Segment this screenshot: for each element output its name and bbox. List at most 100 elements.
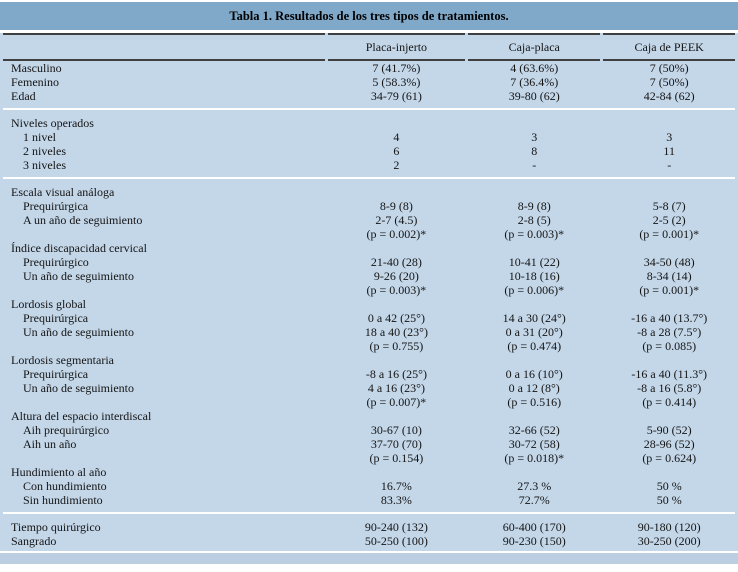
cell-value: 90-180 (120) <box>637 520 701 534</box>
section-divider <box>3 108 735 110</box>
cell-value: (p = 0.085) <box>642 339 697 353</box>
cell-value: 5-8 (7) <box>652 199 686 213</box>
cell-value <box>468 116 600 130</box>
column-header-caja-peek: Caja de PEEK <box>603 33 735 61</box>
p-value-row: (p = 0.007)* (p = 0.516) (p = 0.414) <box>3 395 735 409</box>
cell-value: (p = 0.003)* <box>366 283 427 297</box>
row-label: 1 nivel <box>23 130 56 144</box>
cell-value: 8 <box>531 144 538 158</box>
cell-value: 2 <box>393 158 400 172</box>
cell-value: 14 a 30 (24°) <box>502 311 566 325</box>
cell-value: 18 a 40 (23°) <box>364 325 428 339</box>
table-body-wrap: Placa-injerto Caja-placa Caja de PEEK Ma… <box>0 33 738 551</box>
cell-value: 4 <box>393 130 400 144</box>
cell-value: (p = 0.018)* <box>504 451 565 465</box>
cell-value <box>468 409 600 423</box>
cell-value: 2-7 (4.5) <box>375 213 418 227</box>
cell-value <box>468 297 600 311</box>
cell-value: 83.3% <box>380 493 412 507</box>
row-label <box>3 395 325 409</box>
cell-value: 10-41 (22) <box>508 255 560 269</box>
cell-value: 21-40 (28) <box>370 255 422 269</box>
results-table: Placa-injerto Caja-placa Caja de PEEK Ma… <box>0 33 738 548</box>
row-label: A un año de seguimiento <box>23 213 143 227</box>
row-label: Lordosis segmentaria <box>11 353 114 367</box>
table-row: 3 niveles 2 - - <box>3 158 735 172</box>
cell-value: 50 % <box>656 493 682 507</box>
row-label: Un año de seguimiento <box>23 325 134 339</box>
table-row: 2 niveles 6 8 11 <box>3 144 735 158</box>
cell-value: 60-400 (170) <box>502 520 566 534</box>
cell-value: -8 a 16 (25°) <box>365 367 427 381</box>
row-label: Edad <box>11 89 36 103</box>
row-label: Aih un año <box>23 437 77 451</box>
cell-value: 39-80 (62) <box>508 89 560 103</box>
cell-value: (p = 0.001)* <box>639 227 700 241</box>
cell-value: -8 a 16 (5.8°) <box>637 381 702 395</box>
row-label: Un año de seguimiento <box>23 269 134 283</box>
cell-value <box>468 185 600 199</box>
row-label: 3 niveles <box>23 158 66 172</box>
cell-value: 16.7% <box>380 479 412 493</box>
cell-value: 6 <box>393 144 400 158</box>
cell-value: -16 a 40 (13.7°) <box>631 311 708 325</box>
table-row: Masculino 7 (41.7%) 4 (63.6%) 7 (50%) <box>3 61 735 75</box>
cell-value: 3 <box>666 130 673 144</box>
row-label <box>3 339 325 353</box>
row-label: Con hundimiento <box>23 479 107 493</box>
section-header-row: Altura del espacio interdiscal <box>3 409 735 423</box>
cell-value: 5-90 (52) <box>646 423 692 437</box>
section-divider <box>3 512 735 514</box>
cell-value: 0 a 42 (25°) <box>367 311 425 325</box>
cell-value: 3 <box>531 130 538 144</box>
cell-value: 7 (36.4%) <box>510 75 559 89</box>
row-label: Tiempo quirúrgico <box>11 520 101 534</box>
cell-value: 90-230 (150) <box>502 534 566 548</box>
cell-value: (p = 0.002)* <box>366 227 427 241</box>
table-row: Sin hundimiento 83.3% 72.7% 50 % <box>3 493 735 507</box>
section-header-row: Hundimiento al año <box>3 465 735 479</box>
cell-value <box>328 116 465 130</box>
header-spacer-cell <box>3 33 325 61</box>
cell-value <box>468 465 600 479</box>
p-value-row: (p = 0.002)* (p = 0.003)* (p = 0.001)* <box>3 227 735 241</box>
cell-value: (p = 0.001)* <box>639 283 700 297</box>
table-title-bar: Tabla 1. Resultados de los tres tipos de… <box>0 2 738 30</box>
table-row: 1 nivel 4 3 3 <box>3 130 735 144</box>
column-header-placa-injerto: Placa-injerto <box>327 33 466 61</box>
cell-value: 5 (58.3%) <box>372 75 421 89</box>
table-row: Un año de seguimiento 18 a 40 (23°) 0 a 31… <box>3 325 735 339</box>
row-label: Prequirúrgico <box>23 255 89 269</box>
table-row: Femenino 5 (58.3%) 7 (36.4%) 7 (50%) <box>3 75 735 89</box>
row-label: Niveles operados <box>11 116 94 130</box>
row-label: Prequirúrgica <box>23 367 89 381</box>
section-header-row: Lordosis global <box>3 297 735 311</box>
section-header-row: Niveles operados <box>3 116 735 130</box>
cell-value: 8-9 (8) <box>517 199 551 213</box>
cell-value: 34-79 (61) <box>370 89 422 103</box>
cell-value: 2-5 (2) <box>652 213 686 227</box>
cell-value: (p = 0.003)* <box>504 227 565 241</box>
footer-strip <box>0 553 738 564</box>
cell-value <box>603 241 735 255</box>
cell-value: 42-84 (62) <box>643 89 695 103</box>
table-row: Tiempo quirúrgico 90-240 (132) 60-400 (170… <box>3 520 735 534</box>
table-row: Aih un año 37-70 (70) 30-72 (58) 28-96 (52) <box>3 437 735 451</box>
cell-value <box>328 185 465 199</box>
row-label: Sangrado <box>11 534 57 548</box>
cell-value: 90-240 (132) <box>364 520 428 534</box>
table-row: Prequirúrgica -8 a 16 (25°) 0 a 16 (10°) -1… <box>3 367 735 381</box>
table-row: Un año de seguimiento 9-26 (20) 10-18 (16)… <box>3 269 735 283</box>
cell-value: 30-250 (200) <box>637 534 701 548</box>
cell-value: 27.3 % <box>517 479 552 493</box>
table-row: Sangrado 50-250 (100) 90-230 (150) 30-250 (… <box>3 534 735 548</box>
column-header-caja-placa: Caja-placa <box>468 33 601 61</box>
cell-value: (p = 0.007)* <box>366 395 427 409</box>
cell-value: (p = 0.474) <box>507 339 562 353</box>
cell-value: 0 a 16 (10°) <box>505 367 563 381</box>
row-label <box>3 283 325 297</box>
row-label: Masculino <box>11 61 62 75</box>
table-row: A un año de seguimiento 2-7 (4.5) 2-8 (5) 2… <box>3 213 735 227</box>
cell-value: 9-26 (20) <box>373 269 419 283</box>
cell-value: 34-50 (48) <box>643 255 695 269</box>
